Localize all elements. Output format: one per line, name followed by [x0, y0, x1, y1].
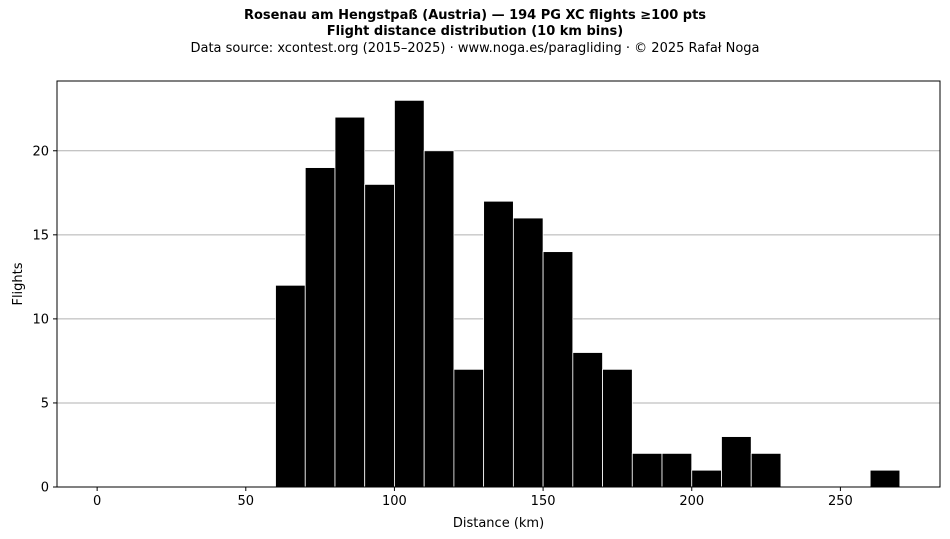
histogram-bar: [275, 284, 306, 488]
x-axis-label: Distance (km): [453, 516, 544, 531]
x-tick-label: 50: [238, 494, 255, 509]
x-axis-ticks: 0 50 100 150 200 250: [93, 487, 853, 509]
x-tick-label: 0: [93, 494, 101, 509]
y-tick-label: 10: [32, 312, 49, 327]
y-tick-label: 0: [41, 481, 49, 496]
x-tick-label: 150: [531, 494, 556, 509]
histogram-bar: [750, 452, 782, 488]
histogram-bar: [334, 116, 366, 488]
chart-titles: Rosenau am Hengstpaß (Austria) — 194 PG …: [0, 8, 950, 57]
x-tick-label: 200: [679, 494, 704, 509]
histogram-bar: [661, 452, 693, 488]
y-tick-label: 20: [32, 144, 49, 159]
histogram-bar: [394, 99, 425, 488]
plot-frame: [56, 80, 941, 488]
histogram-bar: [631, 452, 663, 488]
chart-subtitle: Flight distance distribution (10 km bins…: [326, 24, 624, 39]
histogram-bars: [275, 99, 901, 488]
y-axis-ticks: 0 5 10 15 20: [32, 144, 57, 496]
data-source-note: Data source: xcontest.org (2015–2025) · …: [190, 41, 760, 56]
histogram-bar: [423, 150, 455, 488]
histogram-bar: [602, 368, 633, 488]
histogram-bar: [453, 368, 485, 488]
histogram-bar: [304, 167, 336, 488]
x-tick-label: 100: [382, 494, 407, 509]
y-tick-label: 5: [41, 396, 49, 411]
histogram-bar: [869, 469, 901, 488]
histogram-bar: [483, 200, 514, 488]
chart-title: Rosenau am Hengstpaß (Austria) — 194 PG …: [243, 8, 707, 23]
histogram-bar: [691, 469, 722, 488]
histogram-bar: [542, 251, 574, 488]
histogram-bar: [721, 436, 752, 488]
y-tick-label: 15: [32, 228, 49, 243]
histogram-bar: [572, 352, 603, 488]
y-axis-label: Flights: [11, 262, 26, 305]
x-tick-label: 250: [828, 494, 853, 509]
histogram-bar: [364, 183, 395, 488]
histogram-bar: [512, 217, 544, 488]
